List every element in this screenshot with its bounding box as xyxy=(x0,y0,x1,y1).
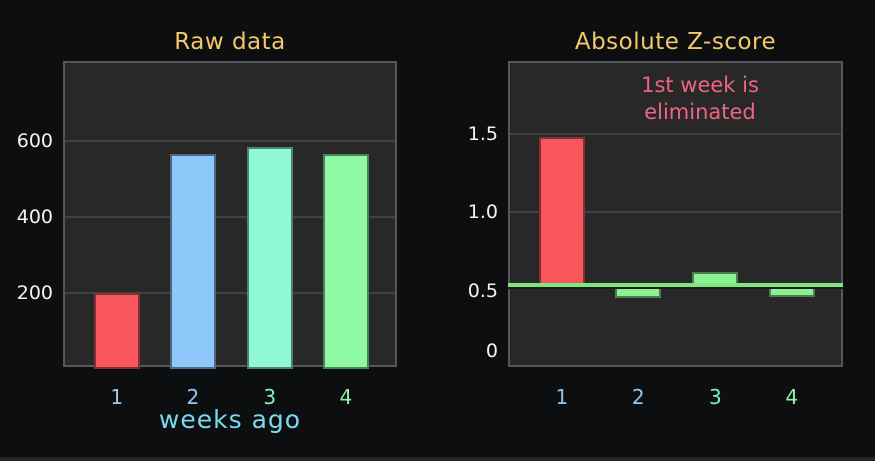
gridline xyxy=(65,215,395,218)
y-tick-label: 1.5 xyxy=(467,122,498,145)
plot-area: 200 400 600 1 2 3 4 xyxy=(17,61,397,409)
chart-title: Raw data xyxy=(174,29,286,56)
x-tick-label: 3 xyxy=(263,385,277,409)
annotation: 1st week is eliminated xyxy=(607,72,793,126)
y-tick-label: 0 xyxy=(485,340,498,362)
gridline xyxy=(65,291,395,294)
bar-week-2 xyxy=(169,154,216,369)
x-tick-label: 4 xyxy=(339,385,353,409)
gridline xyxy=(510,211,841,214)
x-tick-label: 2 xyxy=(186,385,200,409)
y-tick-label: 600 xyxy=(16,129,53,152)
annotation-line: eliminated xyxy=(644,100,756,124)
x-tick-label: 1 xyxy=(110,385,124,409)
y-tick-label: 200 xyxy=(16,281,53,304)
bottom-edge xyxy=(0,457,875,461)
bar-week-1 xyxy=(93,292,140,369)
gridline xyxy=(510,132,841,135)
x-tick-label: 1 xyxy=(555,385,569,409)
threshold-line xyxy=(508,282,843,289)
annotation-line: 1st week is xyxy=(641,73,759,97)
bar-week-4 xyxy=(322,154,369,369)
chart-title: Absolute Z-score xyxy=(574,29,777,56)
plot-area: 0 0.5 1.0 1.5 1 2 3 4 xyxy=(468,61,843,409)
bar-week-3 xyxy=(246,146,293,369)
x-tick-label: 4 xyxy=(785,385,799,409)
y-tick-label: 1.0 xyxy=(467,201,498,224)
gridline xyxy=(65,139,395,142)
x-tick-label: 3 xyxy=(708,385,722,409)
bar-week-1 xyxy=(538,136,586,286)
x-tick-label: 2 xyxy=(631,385,645,409)
y-tick-label: 400 xyxy=(16,205,53,228)
y-tick-label: 0.5 xyxy=(467,279,498,302)
x-axis-label: weeks ago xyxy=(158,405,302,434)
